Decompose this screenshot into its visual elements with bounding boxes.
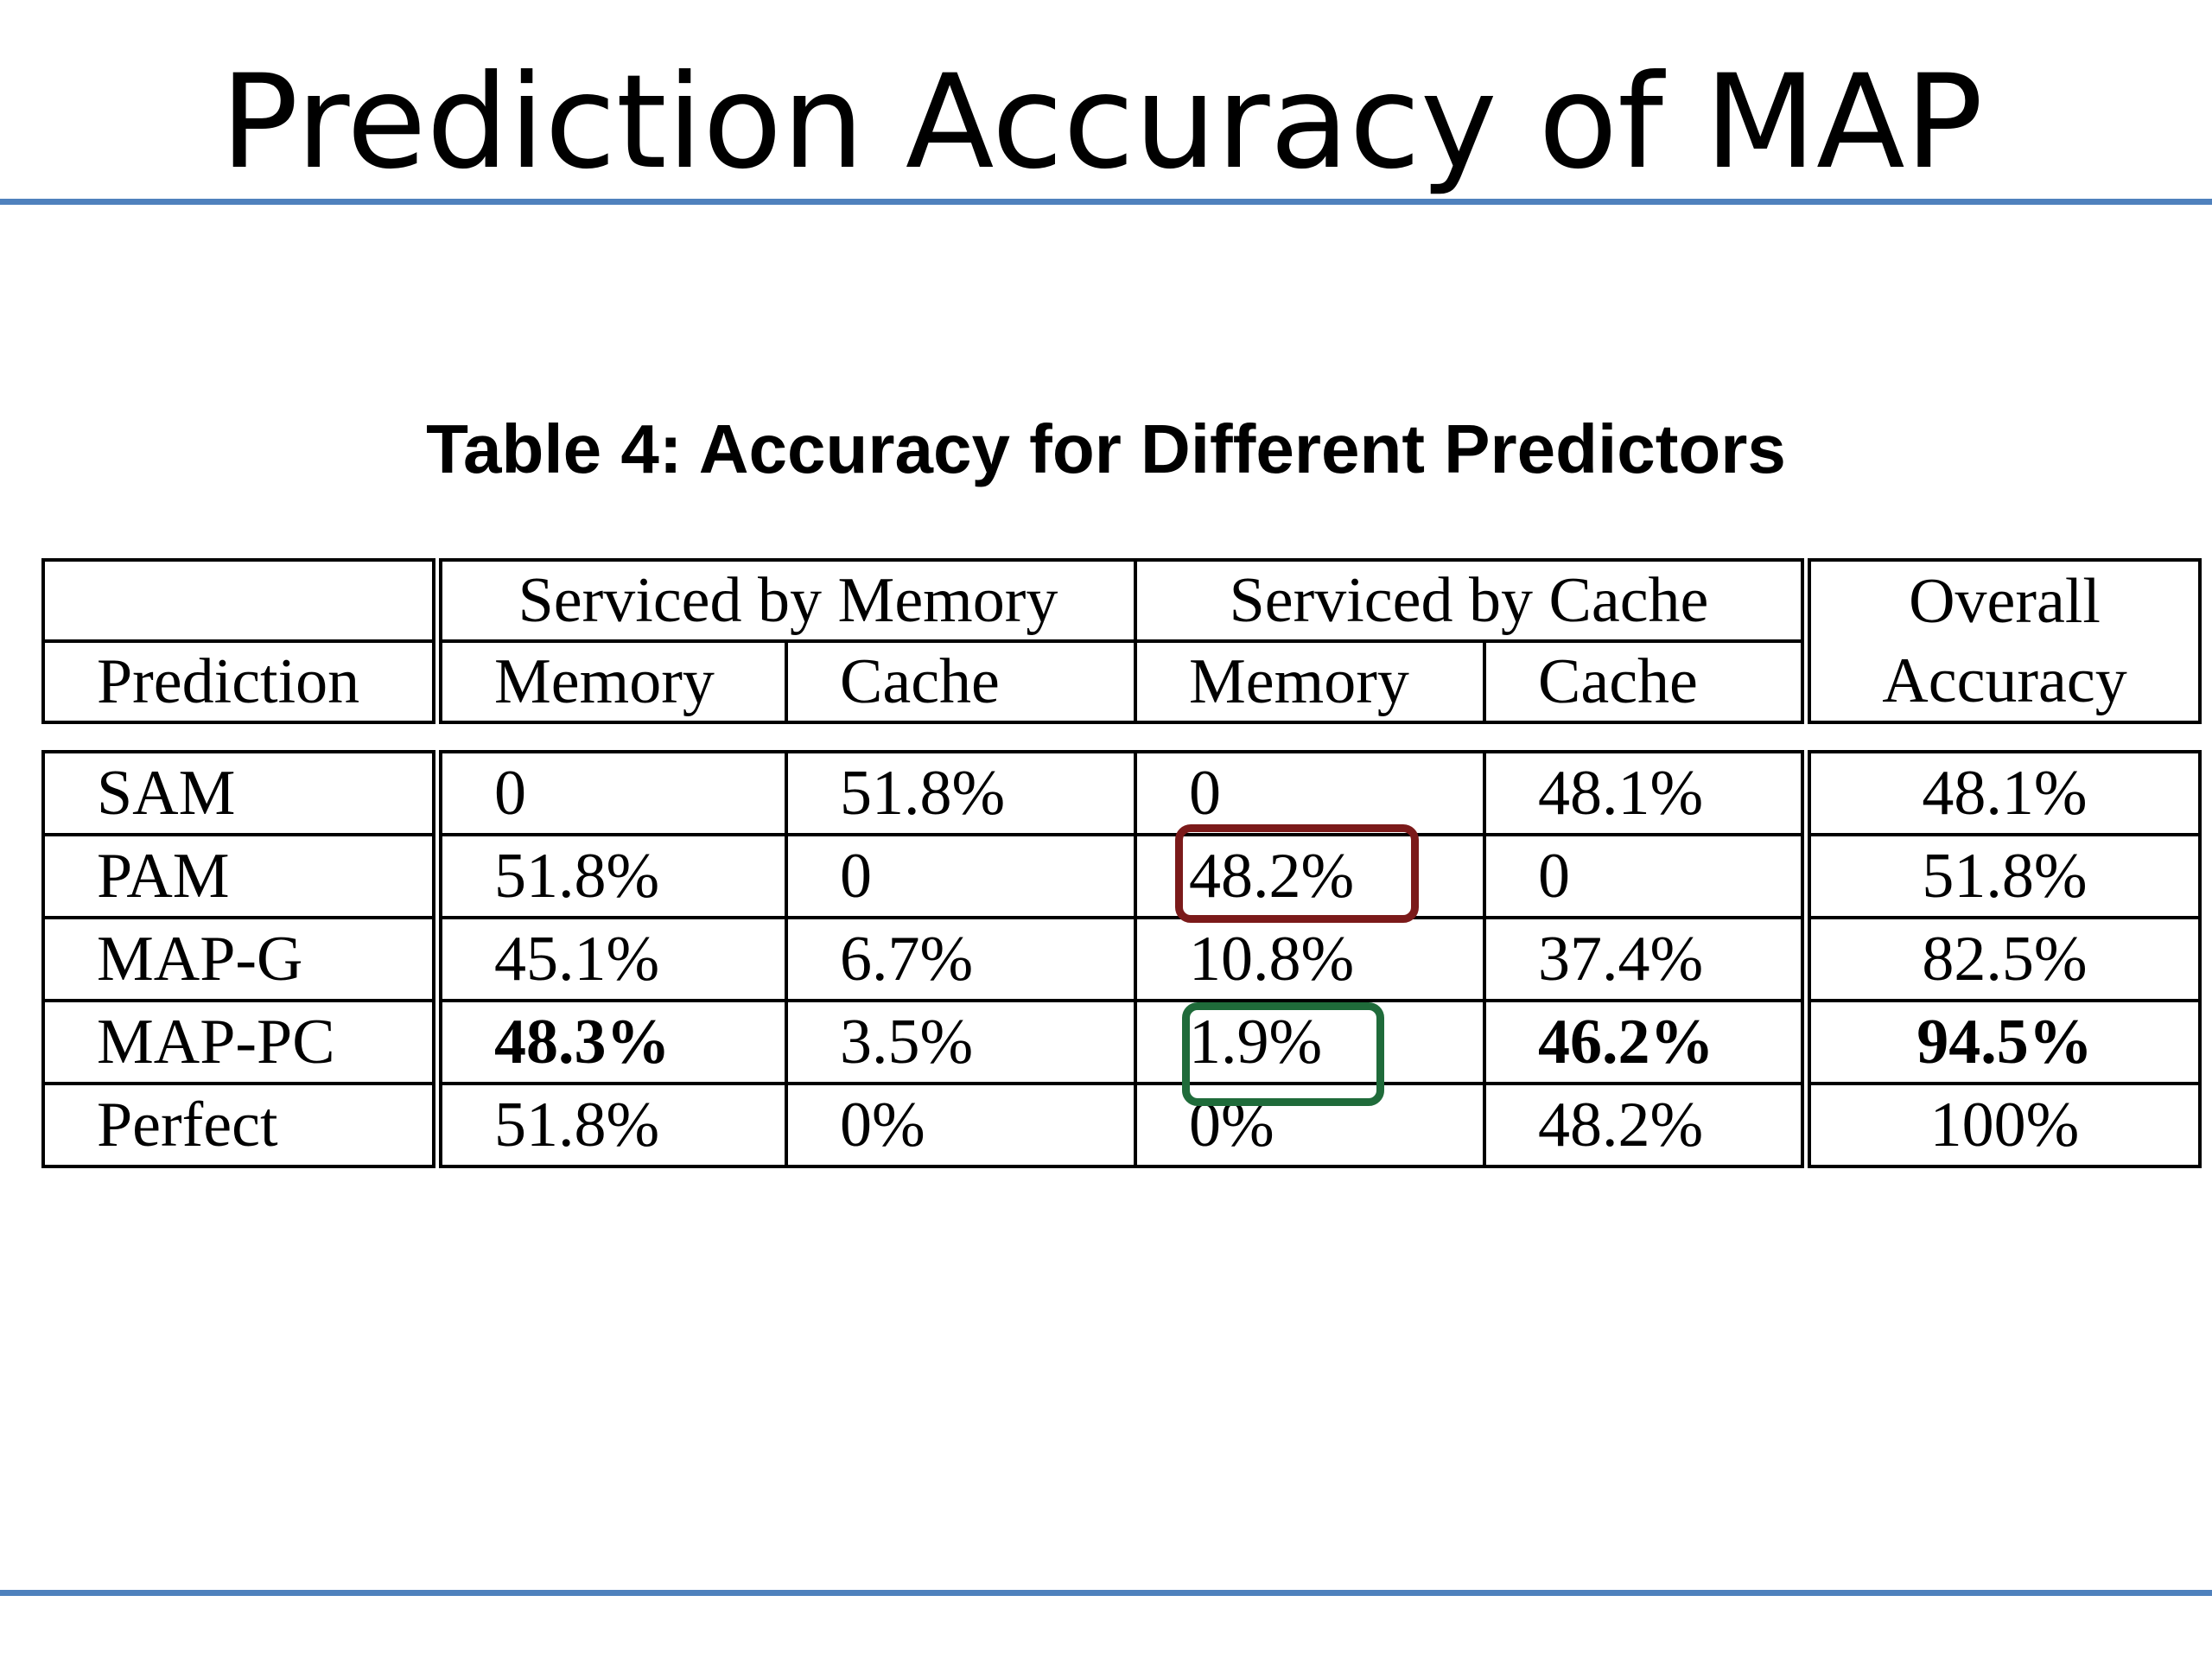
table-caption: Table 4: Accuracy for Different Predicto… xyxy=(426,410,1786,487)
highlight-box-pam-cache-memory xyxy=(1175,824,1419,923)
cell-mem-cache: 0% xyxy=(785,1082,1137,1168)
cell-cache-cache: 37.4% xyxy=(1483,916,1811,1002)
cell-mem-cache: 6.7% xyxy=(785,916,1137,1002)
cell-mem-memory: 0 xyxy=(435,750,788,836)
cell-mem-cache: 0 xyxy=(785,833,1137,919)
header-cache-cache: Cache xyxy=(1482,639,1812,724)
cell-cache-memory: 0 xyxy=(1134,750,1486,836)
cell-overall: 94.5% xyxy=(1804,999,2202,1085)
cell-mem-memory: 51.8% xyxy=(435,1082,788,1168)
header-mem-memory: Memory xyxy=(435,639,788,724)
slide-title: Prediction Accuracy of MAP xyxy=(220,48,1984,198)
bottom-rule xyxy=(0,1590,2212,1596)
row-name: PAM xyxy=(41,833,442,919)
table-row: SAM 0 51.8% 0 48.1% 48.1% xyxy=(41,750,2202,836)
table-row: Perfect 51.8% 0% 0% 48.2% 100% xyxy=(41,1082,2202,1168)
row-name: MAP-G xyxy=(41,916,442,1002)
table-header: Serviced by Memory Serviced by Cache Ove… xyxy=(41,558,2202,724)
header-serviced-by-cache: Serviced by Cache xyxy=(1133,558,1812,643)
cell-cache-memory: 10.8% xyxy=(1134,916,1486,1002)
cell-cache-cache: 0 xyxy=(1483,833,1811,919)
row-name: Perfect xyxy=(41,1082,442,1168)
cell-mem-memory: 51.8% xyxy=(435,833,788,919)
header-overall-line2: Accuracy xyxy=(1804,641,2202,724)
highlight-box-mappc-cache-memory xyxy=(1182,1002,1384,1106)
cell-cache-cache: 48.2% xyxy=(1483,1082,1811,1168)
header-cache-memory: Memory xyxy=(1134,639,1486,724)
cell-cache-cache: 46.2% xyxy=(1483,999,1811,1085)
table-row: MAP-PC 48.3% 3.5% 1.9% 46.2% 94.5% xyxy=(41,999,2202,1085)
cell-cache-memory: 1.9% xyxy=(1134,999,1486,1085)
cell-overall: 100% xyxy=(1804,1082,2202,1168)
cell-overall: 51.8% xyxy=(1804,833,2202,919)
cell-cache-cache: 48.1% xyxy=(1483,750,1811,836)
header-serviced-by-memory: Serviced by Memory xyxy=(435,558,1137,643)
header-mem-cache: Cache xyxy=(785,639,1137,724)
header-empty-cell xyxy=(41,558,442,643)
table-body: SAM 0 51.8% 0 48.1% 48.1% PAM 51.8% 0 48… xyxy=(41,750,2202,1168)
top-rule xyxy=(0,199,2212,205)
cell-mem-memory: 45.1% xyxy=(435,916,788,1002)
header-overall-line1: Overall xyxy=(1804,558,2202,641)
cell-mem-cache: 3.5% xyxy=(785,999,1137,1085)
cell-mem-cache: 51.8% xyxy=(785,750,1137,836)
table-row: MAP-G 45.1% 6.7% 10.8% 37.4% 82.5% xyxy=(41,916,2202,1002)
row-name: SAM xyxy=(41,750,442,836)
table-row: PAM 51.8% 0 48.2% 0 51.8% xyxy=(41,833,2202,919)
header-prediction: Prediction xyxy=(41,639,442,724)
row-name: MAP-PC xyxy=(41,999,442,1085)
cell-mem-memory: 48.3% xyxy=(435,999,788,1085)
cell-overall: 82.5% xyxy=(1804,916,2202,1002)
cell-overall: 48.1% xyxy=(1804,750,2202,836)
